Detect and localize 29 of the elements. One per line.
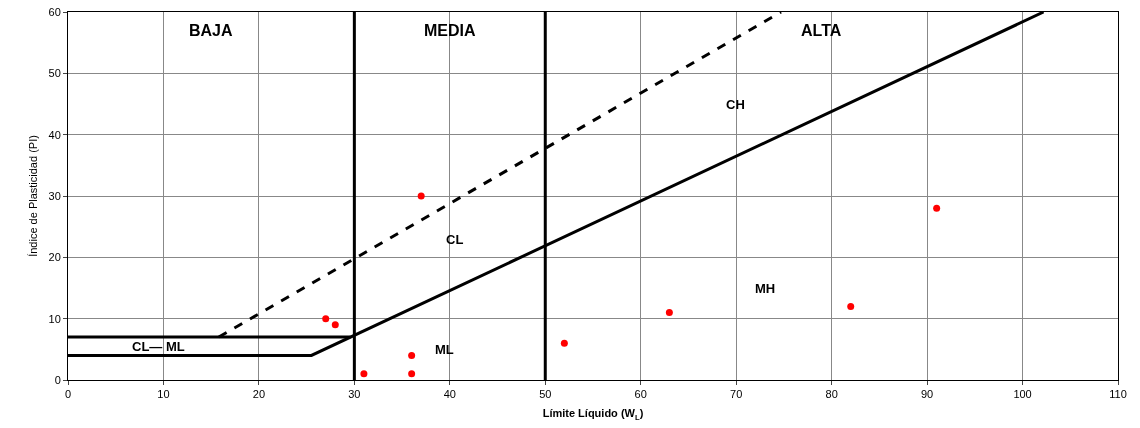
y-axis-title: Índice de Plasticidad (PI): [27, 135, 40, 257]
x-tick-label: 70: [730, 388, 743, 401]
annotation: ML: [435, 342, 454, 357]
x-tick-label: 90: [920, 388, 934, 401]
x-tick-label: 10: [157, 388, 170, 401]
x-tick-label: 50: [539, 388, 552, 401]
y-tick-label: 50: [48, 67, 61, 80]
annotation: MEDIA: [424, 22, 476, 39]
y-tick-label: 20: [48, 251, 61, 264]
x-tick-label: 80: [825, 388, 838, 401]
annotation: BAJA: [189, 22, 234, 39]
y-tick-label: 10: [48, 312, 61, 325]
annotation: CL: [446, 232, 464, 247]
y-tick-label: 60: [48, 5, 61, 18]
x-tick-label: 0: [64, 388, 72, 401]
annotation: MH: [755, 281, 776, 296]
annotation: ALTA: [801, 22, 842, 39]
y-tick-label: 40: [48, 128, 61, 141]
annotation: CH: [726, 97, 745, 112]
annotation: CL— ML: [132, 339, 185, 354]
x-tick-label: 20: [252, 388, 266, 401]
x-axis-title: Límite Líquido (W$_{L}$): [542, 407, 644, 422]
y-tick-label: 30: [48, 189, 61, 202]
x-tick-label: 30: [348, 388, 361, 401]
x-tick-label: 40: [443, 388, 456, 401]
x-tick-label: 110: [1109, 388, 1127, 401]
x-tick-label: 100: [1013, 388, 1032, 401]
y-tick-label: 0: [54, 373, 61, 386]
x-tick-label: 60: [634, 388, 647, 401]
